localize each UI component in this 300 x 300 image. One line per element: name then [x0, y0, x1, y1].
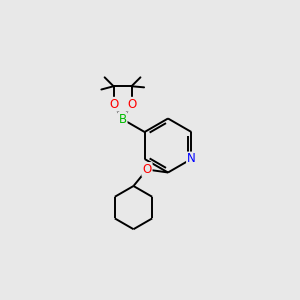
Text: B: B [118, 113, 127, 126]
Text: O: O [109, 98, 118, 111]
Text: N: N [187, 152, 196, 166]
Text: O: O [127, 98, 136, 111]
Text: O: O [142, 163, 152, 176]
